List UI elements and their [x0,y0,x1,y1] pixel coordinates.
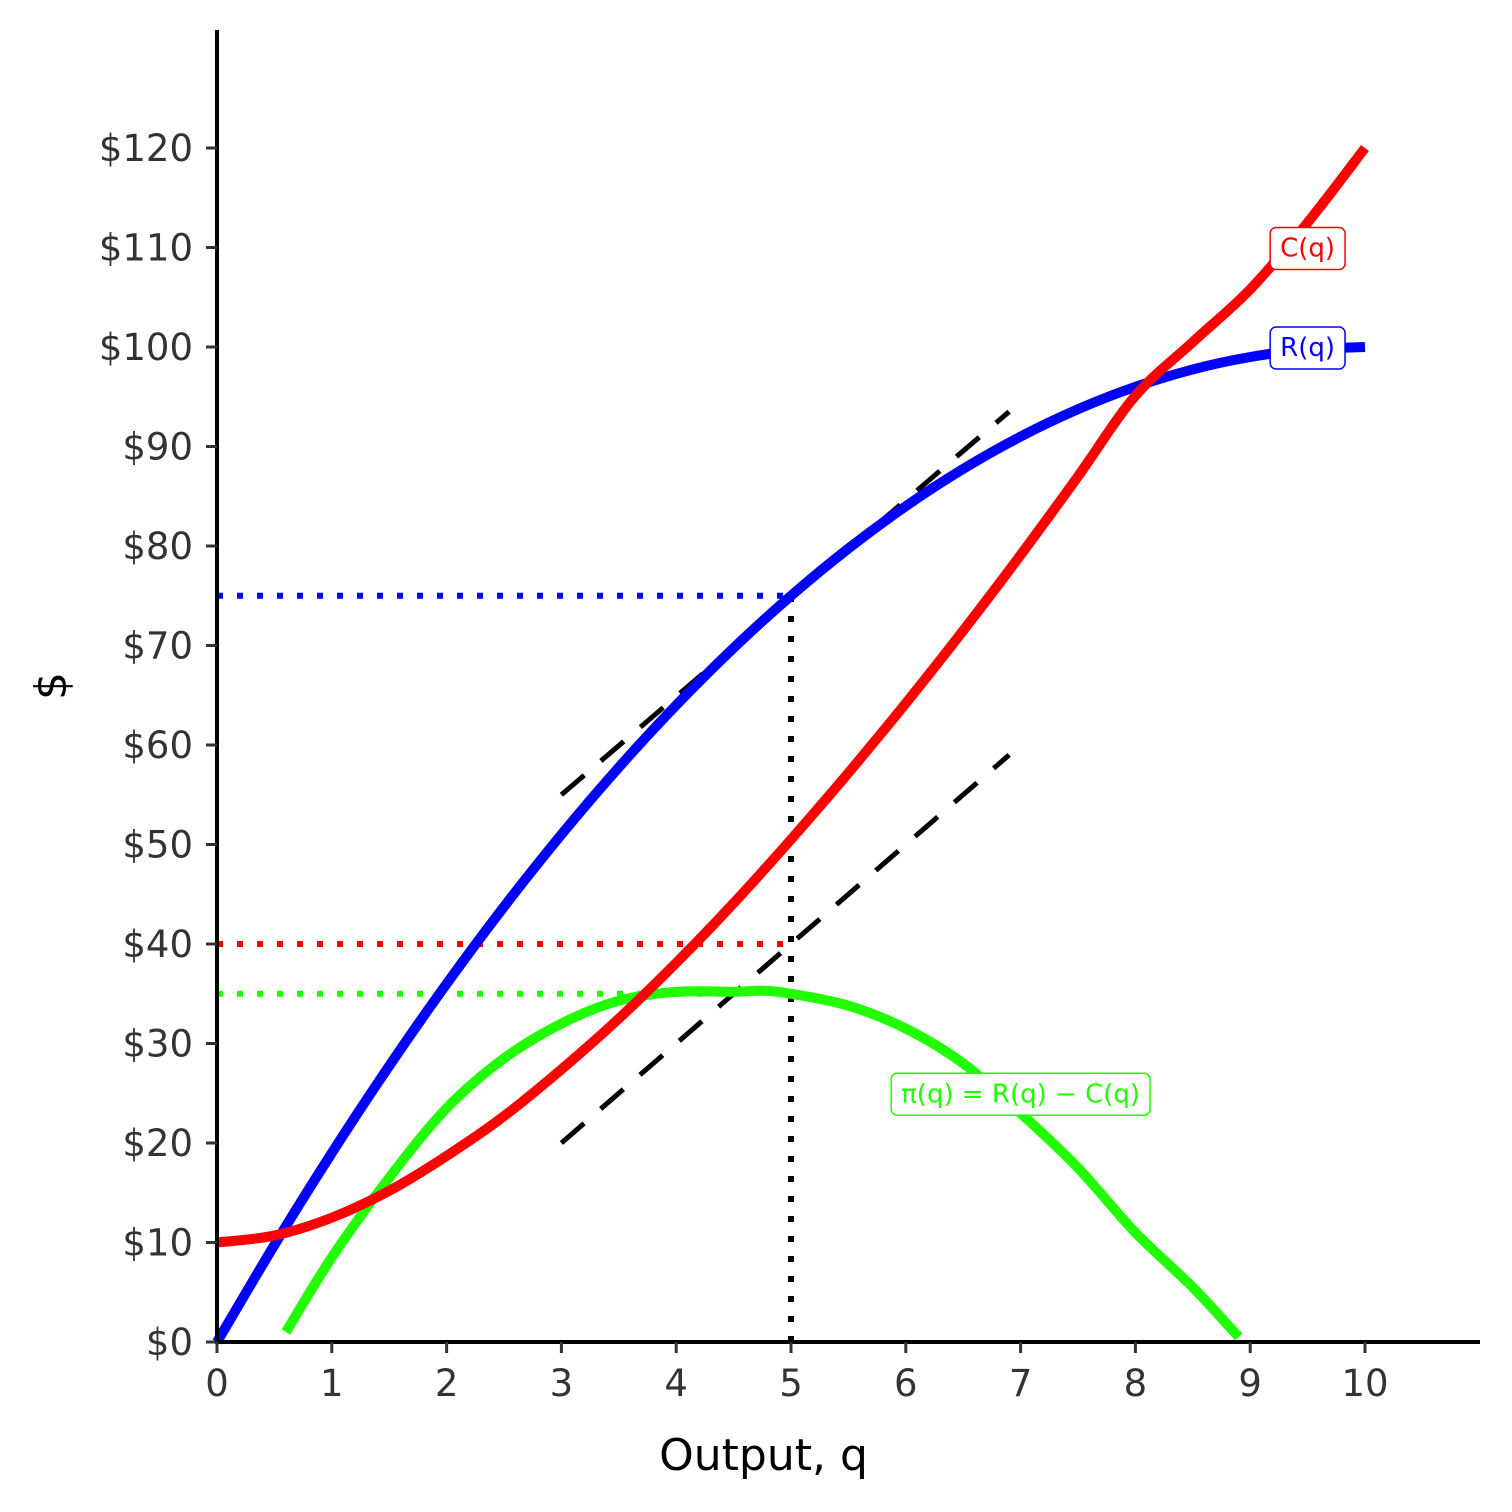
curve-labels: C(q) R(q) π(q) = R(q) − C(q) [890,226,1346,1116]
x-tick-label: 10 [1341,1362,1388,1405]
y-tick-label: $90 [122,426,193,469]
y-tick-label: $50 [122,824,193,867]
y-tick-label: $40 [122,923,193,966]
series-line-2 [216,144,1369,1248]
y-axis-ticks: $0 $10 $20 $30 $40 $50 $60 $70 $80 $90 $100 $110 $12… [99,127,217,1364]
y-tick-label: $80 [122,525,193,568]
y-tick-label: $100 [99,326,193,369]
reference-lines [217,592,794,1342]
x-tick-label: 7 [1009,1362,1033,1405]
y-tick-label: $30 [122,1023,193,1066]
y-tick-label: $110 [99,227,193,270]
y-tick-label: $20 [122,1122,193,1165]
tangent-lines [559,409,1011,1145]
curve-label-1: C(q) [1269,226,1346,271]
x-tick-label: 9 [1238,1362,1262,1405]
x-tick-label: 6 [894,1362,918,1405]
x-tick-label: 1 [320,1362,344,1405]
y-tick-label: $60 [122,724,193,767]
curve-label-2: R(q) [1269,326,1346,370]
x-tick-label: 4 [664,1362,688,1405]
x-tick-label: 5 [779,1362,803,1405]
x-axis-ticks: 0 1 2 3 4 5 6 7 8 9 10 [205,1342,1389,1405]
tangent-line-2 [559,753,1011,1145]
tangent-line-1 [559,409,1011,797]
curve-label-text: π(q) = R(q) − C(q) [901,1079,1140,1109]
x-axis-title: Output, q [659,1430,868,1481]
y-tick-label: $120 [99,127,193,170]
curve-label-text: R(q) [1280,333,1335,363]
series-line-3 [281,985,1243,1341]
y-tick-label: $10 [122,1222,193,1265]
curve-label-3: π(q) = R(q) − C(q) [890,1072,1151,1116]
x-tick-label: 3 [550,1362,574,1405]
y-axis-title: $ [26,672,77,700]
curve-label-box [890,1072,1151,1116]
curve-label-box [1269,226,1346,271]
y-tick-label: $70 [122,625,193,668]
curve-label-box [1269,326,1346,370]
y-tick-label: $0 [146,1321,193,1364]
series-lines [212,144,1369,1345]
x-tick-label: 2 [435,1362,459,1405]
x-tick-label: 8 [1124,1362,1148,1405]
curve-label-text: C(q) [1280,234,1335,264]
x-tick-label: 0 [205,1362,229,1405]
